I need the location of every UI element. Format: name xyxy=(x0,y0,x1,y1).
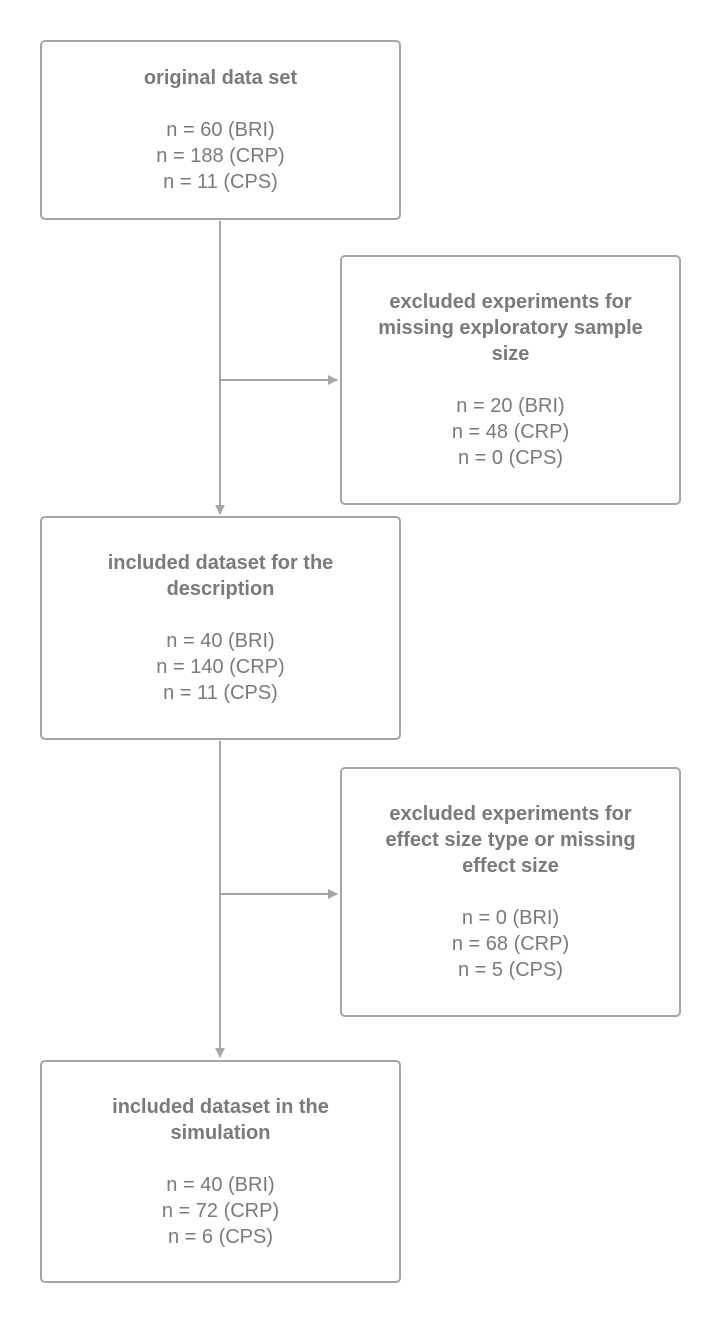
count-list: n = 0 (BRI) n = 68 (CRP) n = 5 (CPS) xyxy=(452,905,569,983)
count-bri: n = 20 (BRI) xyxy=(456,395,565,417)
box-title: included dataset for the description xyxy=(107,552,334,600)
count-crp: n = 188 (CRP) xyxy=(156,145,285,167)
count-bri: n = 0 (BRI) xyxy=(461,907,560,929)
box-title: excluded experiments for effect size typ… xyxy=(385,803,636,877)
count-cps: n = 0 (CPS) xyxy=(457,447,564,469)
count-bri: n = 40 (BRI) xyxy=(166,1173,275,1196)
count-cps: n = 11 (CPS) xyxy=(163,171,278,193)
box-title: included dataset in the simulation xyxy=(112,1095,329,1144)
count-crp: n = 68 (CRP) xyxy=(451,933,570,955)
box-title: excluded experiments for missing explora… xyxy=(378,291,643,365)
box-excluded-effect-size: excluded experiments for effect size typ… xyxy=(340,767,681,1017)
count-crp: n = 72 (CRP) xyxy=(161,1199,280,1222)
count-cps: n = 6 (CPS) xyxy=(167,1225,274,1248)
box-included-description: included dataset for the description n =… xyxy=(40,516,401,740)
count-list: n = 40 (BRI) n = 140 (CRP) n = 11 (CPS) xyxy=(156,628,284,706)
count-list: n = 60 (BRI) n = 188 (CRP) n = 11 (CPS) xyxy=(156,117,284,195)
count-list: n = 20 (BRI) n = 48 (CRP) n = 0 (CPS) xyxy=(452,393,569,471)
box-included-simulation: included dataset in the simulation n = 4… xyxy=(40,1060,401,1283)
count-bri: n = 40 (BRI) xyxy=(166,630,275,652)
count-list: n = 40 (BRI) n = 72 (CRP) n = 6 (CPS) xyxy=(162,1172,279,1250)
count-cps: n = 5 (CPS) xyxy=(457,959,564,981)
box-original-data-set: original data set n = 60 (BRI) n = 188 (… xyxy=(40,40,401,220)
box-excluded-sample-size: excluded experiments for missing explora… xyxy=(340,255,681,505)
box-title: original data set xyxy=(143,67,298,89)
count-cps: n = 11 (CPS) xyxy=(163,682,278,704)
count-bri: n = 60 (BRI) xyxy=(166,119,275,141)
count-crp: n = 48 (CRP) xyxy=(451,421,570,443)
count-crp: n = 140 (CRP) xyxy=(156,656,285,678)
